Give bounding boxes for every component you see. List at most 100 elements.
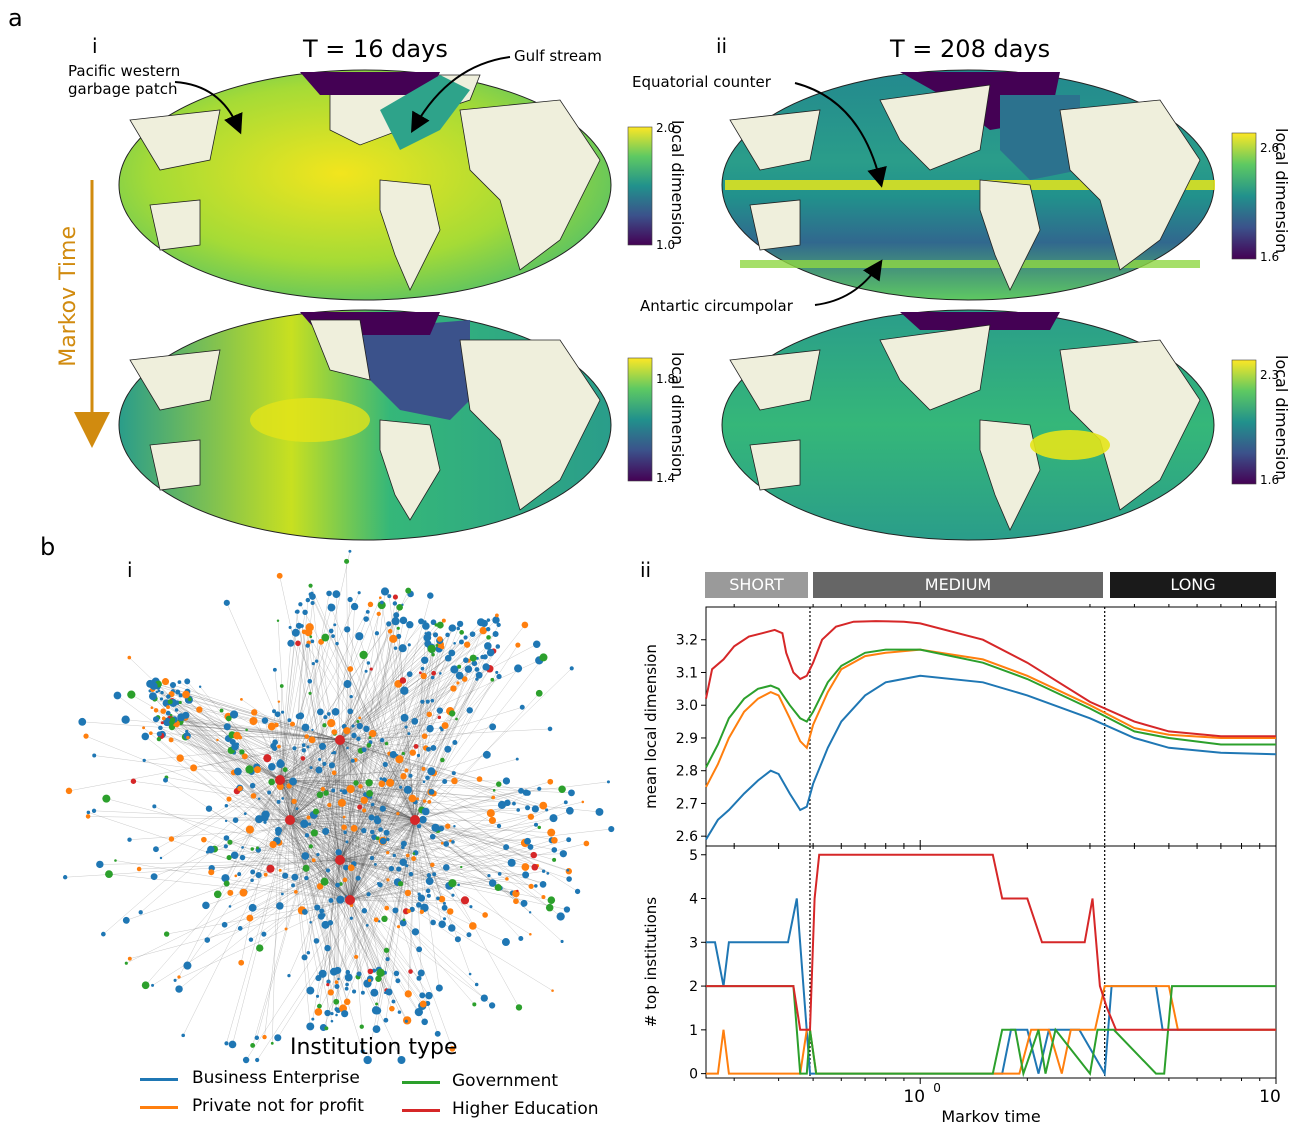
network-node	[448, 624, 457, 632]
network-node	[367, 978, 372, 983]
network-edge	[339, 684, 348, 861]
network-edge	[279, 779, 532, 887]
network-node	[267, 722, 276, 731]
network-edge	[298, 625, 341, 861]
network-node	[545, 903, 554, 912]
colorbar-3-max: 2.6	[1260, 141, 1280, 155]
network-edge	[211, 859, 341, 869]
network-edge	[289, 819, 348, 973]
network-edge	[152, 819, 416, 986]
network-node	[305, 597, 311, 603]
network-edge	[289, 717, 405, 821]
network-node	[309, 635, 313, 639]
network-node	[568, 789, 575, 797]
network-edge	[245, 899, 351, 1061]
network-node	[335, 641, 339, 646]
network-edge	[289, 781, 609, 821]
network-node	[329, 967, 338, 976]
network-edge	[186, 731, 416, 821]
network-node	[365, 779, 373, 787]
network-edge	[339, 605, 382, 741]
network-node	[404, 725, 408, 729]
network-node	[267, 790, 272, 795]
network-edge	[279, 779, 563, 790]
network-hub-node	[345, 895, 355, 905]
network-node	[482, 663, 490, 671]
network-node	[223, 723, 231, 731]
network-node	[430, 862, 435, 868]
network-edge	[203, 839, 351, 901]
network-node	[291, 873, 299, 881]
network-node	[416, 975, 422, 981]
network-node	[239, 749, 245, 755]
network-edge	[150, 732, 341, 741]
network-node	[363, 725, 370, 733]
network-edge	[349, 789, 409, 901]
network-node	[351, 724, 355, 728]
network-node	[404, 990, 412, 998]
network-node	[416, 753, 421, 758]
network-edge	[339, 624, 410, 861]
network-edge	[279, 842, 351, 901]
network-edge	[339, 633, 426, 741]
network-edge	[271, 781, 291, 821]
network-edge	[320, 641, 351, 901]
network-edge	[332, 636, 416, 821]
network-edge	[279, 779, 490, 876]
legend-swatch-private	[140, 1106, 178, 1109]
network-edge	[242, 857, 341, 861]
network-edge	[336, 594, 341, 741]
network-node	[469, 631, 476, 637]
network-edge	[166, 777, 416, 821]
network-edge	[349, 810, 570, 901]
network-edge	[226, 883, 351, 901]
network-edge	[310, 846, 341, 861]
network-node	[300, 819, 309, 828]
network-node	[373, 1006, 382, 1015]
network-node	[316, 1003, 322, 1009]
network-edge	[349, 650, 494, 901]
network-node	[419, 909, 424, 915]
network-edge	[289, 644, 468, 821]
network-edge	[333, 739, 341, 972]
network-node	[417, 894, 426, 902]
network-node	[419, 992, 426, 999]
network-node	[414, 1007, 423, 1017]
network-edge	[140, 739, 341, 913]
network-node	[501, 938, 510, 946]
network-node	[227, 889, 234, 896]
network-node	[404, 889, 412, 897]
network-node	[309, 593, 316, 600]
network-node	[301, 748, 306, 753]
network-node	[431, 670, 436, 676]
network-node	[495, 613, 499, 618]
network-edge	[235, 739, 341, 876]
network-edge	[252, 859, 341, 881]
network-node	[173, 722, 177, 727]
network-edge	[349, 782, 391, 901]
network-edge	[305, 855, 351, 901]
network-node	[353, 780, 359, 786]
network-edge	[357, 721, 416, 821]
network-edge	[339, 859, 404, 863]
network-edge	[312, 641, 416, 821]
network-node	[224, 819, 228, 823]
network-node	[450, 665, 459, 674]
network-edge	[414, 656, 483, 821]
network-node	[395, 755, 404, 764]
network-node	[419, 815, 427, 824]
network-edge	[309, 627, 341, 861]
network-edge	[236, 791, 351, 901]
network-node	[150, 706, 154, 710]
network-node	[398, 644, 407, 653]
network-edge	[339, 739, 422, 811]
network-node	[314, 659, 319, 663]
network-node	[399, 677, 407, 684]
network-edge	[330, 606, 416, 821]
network-node	[516, 889, 519, 893]
network-edge	[349, 749, 365, 901]
network-node	[250, 869, 256, 875]
colorbar-2	[627, 357, 653, 482]
network-edge	[339, 857, 372, 861]
network-node	[463, 635, 468, 640]
